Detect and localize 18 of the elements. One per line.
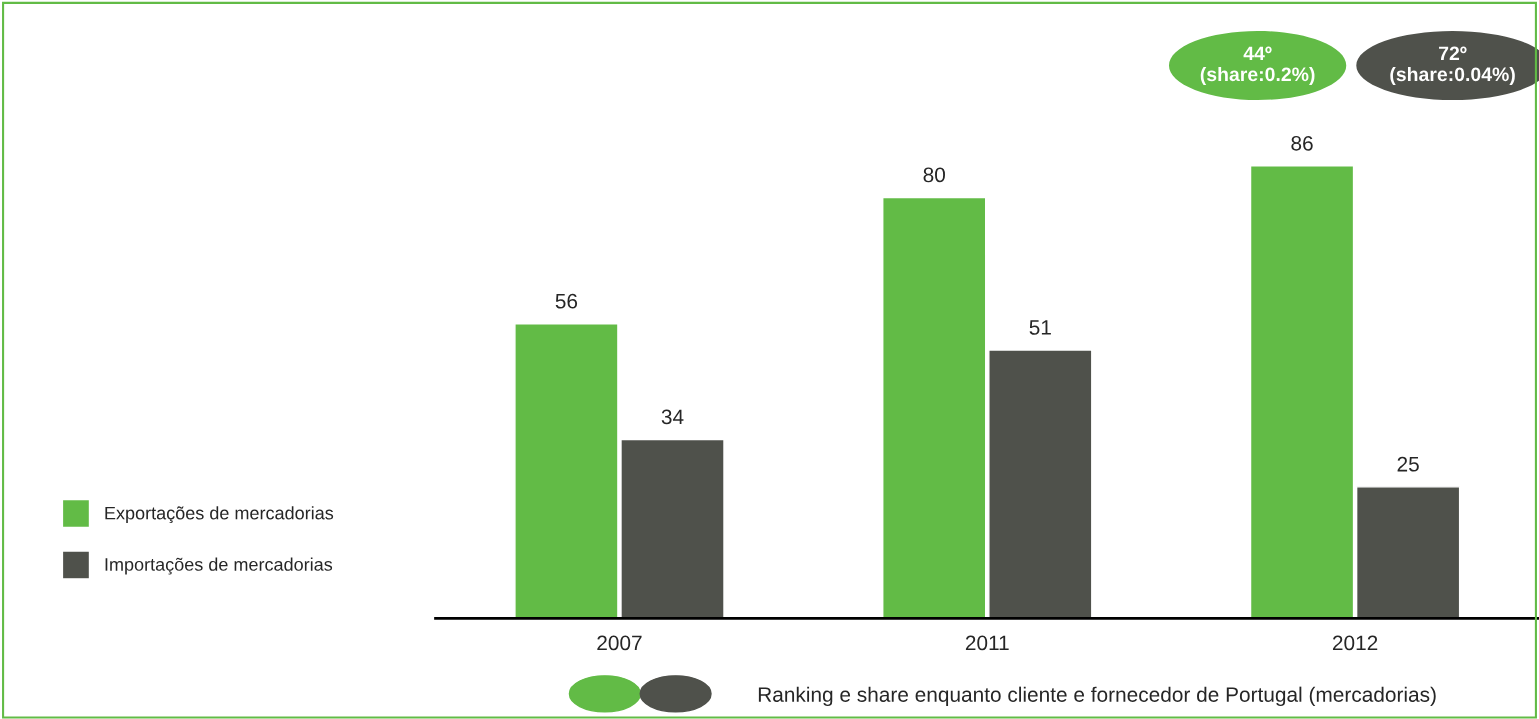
bar <box>1249 165 1355 619</box>
x-tick-label: 2012 <box>1332 635 1378 651</box>
text: Ranking e share enquanto cliente e fornecedor de Portugal (mercadorias) <box>758 686 1436 707</box>
data-label: 86 <box>1291 135 1313 151</box>
legend-label: Importações de mercadorias <box>105 557 333 575</box>
data-label: 80 <box>923 167 945 183</box>
data-label: 25 <box>1397 456 1419 472</box>
bar <box>882 196 987 619</box>
x-tick-label: 2011 <box>965 635 1009 651</box>
legend-label: Exportações de mercadorias <box>105 506 334 524</box>
text: 72º (share:0.04%) <box>1390 46 1515 86</box>
data-label: 34 <box>661 409 684 425</box>
data-label: 56 <box>555 293 578 309</box>
data-label: 51 <box>1029 320 1051 335</box>
bar <box>1355 486 1461 619</box>
bar <box>988 349 1093 619</box>
text: 44º (share:0.2%) <box>1200 46 1315 86</box>
x-tick-label: 2007 <box>597 635 642 651</box>
